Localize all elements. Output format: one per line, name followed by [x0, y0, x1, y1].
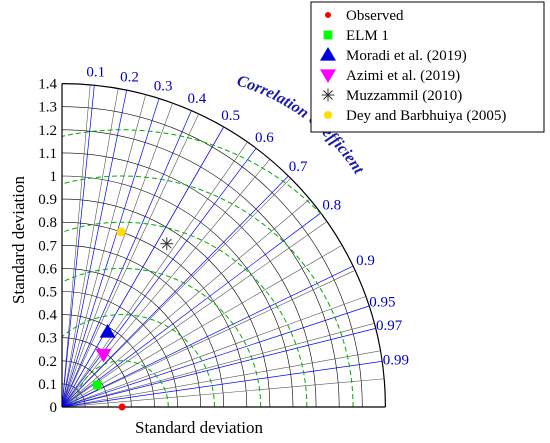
correlation-line: [61, 85, 95, 408]
angle-grid-line: [61, 159, 271, 408]
std-tick-label: 0.2: [38, 354, 57, 370]
std-tick-label: 0.7: [38, 238, 57, 254]
std-tick-label: 0.1: [38, 377, 57, 393]
correlation-line: [61, 305, 370, 408]
angle-grid-line: [61, 221, 328, 408]
rms-contour: [61, 129, 322, 215]
correlation-line: [61, 328, 376, 408]
std-tick-label: 1.1: [38, 146, 57, 162]
correlation-line: [61, 110, 192, 408]
correlation-tick-label: 0.99: [383, 352, 409, 368]
std-tick-label: 0: [50, 400, 58, 416]
legend-label: Dey and Barbhuiya (2005): [346, 108, 506, 124]
marker-muzzammil-2010: [321, 88, 335, 102]
angle-grid-line: [61, 88, 119, 408]
correlation-tick-label: 0.9: [356, 253, 375, 269]
legend: Observed ELM 1 Moradi et al. (2019) Azimi e…: [310, 1, 545, 133]
correlation-line: [61, 148, 257, 408]
correlation-tick-label: 0.8: [322, 198, 341, 214]
correlation-tick-label: 0.6: [255, 130, 274, 146]
legend-label: Observed: [346, 8, 404, 24]
asterisk-stroke: [161, 238, 172, 249]
correlation-line: [61, 361, 383, 408]
legend-label: Muzzammil (2010): [346, 88, 462, 104]
angle-grid-line: [61, 350, 381, 408]
marker-moradi-et-al-2019: [99, 324, 116, 338]
correlation-tick-label: 0.7: [289, 159, 308, 175]
std-tick-label: 1.4: [38, 77, 57, 93]
correlation-tick-label: 0.2: [120, 70, 139, 86]
legend-box: [310, 1, 545, 133]
data-points: [92, 227, 174, 411]
x-axis-label: Standard deviation: [135, 418, 263, 437]
std-tick-label: 0.6: [38, 261, 57, 277]
std-tick-label: 1.2: [38, 123, 57, 139]
angle-grid-line: [61, 378, 385, 408]
y-axis-label: Standard deviation: [9, 176, 28, 304]
marker-dey-and-barbhuiya-2005: [324, 111, 332, 119]
angle-grid-line: [61, 141, 248, 408]
angle-grid-line: [61, 94, 146, 408]
correlation-tick-label: 0.5: [221, 108, 240, 124]
marker-azimi-et-al-2019: [95, 348, 112, 363]
angle-grid-line: [61, 84, 91, 408]
std-tick-label: 1.3: [38, 100, 57, 116]
angle-grid-line: [61, 245, 343, 408]
angle-grid-line: [61, 296, 366, 408]
correlation-tick-label: 0.95: [369, 295, 395, 311]
correlation-line: [61, 98, 160, 408]
asterisk-stroke: [323, 90, 333, 100]
correlation-tick-label: 0.3: [154, 78, 173, 94]
std-tick-label: 1: [50, 169, 58, 185]
std-tick-label: 0.3: [38, 331, 57, 347]
plot-axes: [61, 83, 386, 408]
marker-azimi-et-al-2019: [320, 69, 336, 83]
std-tick-label: 0.9: [38, 192, 57, 208]
marker-observed: [325, 12, 331, 18]
marker-elm-1: [323, 30, 333, 40]
std-tick-label: 0.4: [38, 308, 57, 324]
tick-labels: 0.1 0.2 0.3 0.4 0.5 0.6 0.7 0.8 0.9 0.95 0.97 0.99 0…: [38, 64, 409, 416]
std-tick-label: 0.8: [38, 215, 57, 231]
marker-muzzammil-2010: [160, 237, 174, 251]
rms-contour: [61, 314, 215, 407]
legend-label: Moradi et al. (2019): [346, 48, 467, 64]
marker-dey-and-barbhuiya-2005: [116, 227, 126, 237]
marker-observed: [118, 403, 126, 411]
angle-grid-line: [61, 198, 310, 408]
rms-contour: [75, 360, 169, 407]
angle-grid-line: [61, 270, 356, 408]
rms-contour: [62, 175, 354, 407]
angle-grid-line: [61, 103, 173, 408]
marker-elm-1: [92, 380, 102, 390]
plot-grid: [61, 83, 386, 408]
correlation-tick-label: 0.97: [376, 318, 403, 334]
correlation-line: [61, 212, 321, 408]
correlation-tick-label: 0.4: [188, 91, 207, 107]
correlation-line: [61, 90, 128, 408]
legend-label: ELM 1: [346, 28, 389, 44]
rms-contour: [62, 267, 262, 407]
marker-moradi-et-al-2019: [320, 47, 336, 61]
legend-label: Azimi et al. (2019): [346, 68, 460, 84]
angle-grid-line: [61, 113, 199, 408]
correlation-line: [61, 126, 225, 408]
std-tick-label: 0.5: [38, 285, 57, 301]
correlation-line: [61, 265, 354, 408]
angle-grid-line: [61, 323, 375, 408]
rms-contour: [63, 221, 308, 407]
correlation-tick-label: 0.1: [86, 64, 105, 80]
